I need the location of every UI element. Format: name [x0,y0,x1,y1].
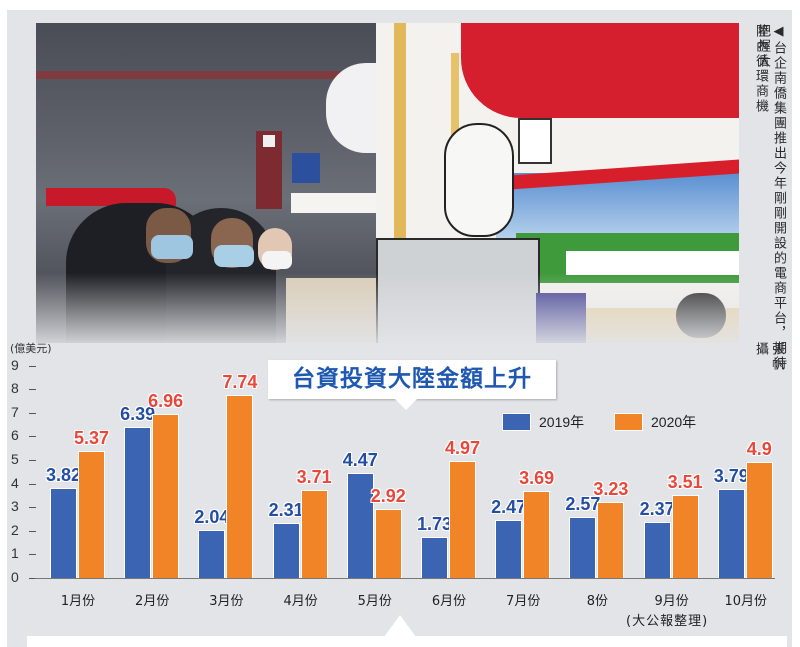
x-category-label: 6月份 [431,594,467,609]
legend-label-2020: 2020年 [651,414,697,430]
value-label-2019: 2.37 [639,499,675,520]
y-tick-mark [29,483,36,485]
value-label-2020: 5.37 [73,428,110,449]
y-tick-mark [29,530,36,532]
bar-2019 [346,472,374,578]
value-label-2019: 3.82 [45,464,82,485]
y-tick-label: 6 [11,427,19,444]
bar-2019 [272,523,300,578]
x-category-label: 10月份 [724,594,768,609]
bar-2019 [569,517,597,578]
value-label-2020: 3.69 [519,467,555,488]
bar-2019 [50,487,77,578]
title-pointer [395,399,417,410]
legend-item-2020: 2020年 [614,412,696,432]
legend-item-2019: 2019年 [502,412,584,432]
value-label-2019: 3.79 [713,465,749,486]
bar-2019 [643,522,671,578]
bar-2020 [449,460,476,578]
x-category-label: 1月份 [60,594,96,609]
bottom-text-box [27,636,787,647]
value-label-2019: 2.47 [491,496,527,517]
value-label-2020: 2.92 [370,486,406,507]
y-tick-label: 3 [11,498,19,515]
bar-2020 [152,413,180,578]
chart-title: 台資投資大陸金額上升 [292,366,532,392]
chart-title-box: 台資投資大陸金額上升 [268,360,556,399]
value-label-2019: 2.31 [268,500,304,521]
mascot-figure [444,123,514,237]
bar-2020 [523,490,551,578]
x-category-label: 2月份 [135,594,170,609]
bar-2019 [421,537,448,578]
y-tick-mark [29,412,36,414]
value-label-2019: 1.73 [416,514,453,535]
bottom-pointer [384,615,416,637]
y-tick-mark [29,578,36,579]
y-tick-label: 2 [11,521,19,538]
bar-2019 [495,519,523,578]
bar-2020 [597,501,625,578]
bar-2020 [300,490,328,578]
photo-credit: 張帆攝 [753,342,784,372]
y-tick-label: 1 [11,545,19,562]
legend-label-2019: 2019年 [539,414,585,430]
x-category-label: 3月份 [209,594,244,609]
bar-2020 [78,451,105,578]
qr-code-icon [518,118,552,164]
y-tick-label: 4 [11,474,19,491]
value-label-2019: 6.39 [120,404,156,425]
value-label-2019: 2.57 [565,494,601,515]
y-tick-mark [29,554,36,556]
y-tick-mark [29,389,36,391]
x-axis [35,578,775,579]
legend-swatch-2020 [614,413,643,431]
y-tick-label: 7 [11,403,19,420]
y-tick-label: 8 [11,380,19,397]
x-category-label: 9月份 [654,594,689,609]
y-axis-unit: (億美元) [10,342,52,355]
value-label-2020: 4.97 [444,437,481,458]
x-category-label: 7月份 [506,594,541,609]
bar-2020 [226,395,254,578]
bar-2019 [124,427,152,578]
expo-photo [36,23,739,343]
y-tick-label: 0 [11,569,19,585]
y-tick-label: 9 [11,356,19,373]
y-tick-mark [29,436,36,438]
caption-line-1: ◀台企南僑集團推出今年剛剛開設的電商平台，期待把握大 [755,24,786,371]
bar-2019 [198,529,226,578]
value-label-2020: 3.51 [667,472,703,493]
bar-2020 [745,462,773,578]
x-category-label: 4月份 [283,594,318,609]
legend-swatch-2019 [502,413,531,431]
bar-2019 [717,488,745,578]
value-label-2019: 2.04 [194,506,230,527]
bar-2020 [671,495,699,578]
caption-line-2: 陸內循環商機 [753,24,768,114]
bar-2020 [374,509,402,578]
y-tick-mark [29,507,36,509]
value-label-2019: 4.47 [342,449,378,470]
photo-caption: ◀台企南僑集團推出今年剛剛開設的電商平台，期待把握大 陸內循環商機 張帆攝 [746,24,792,384]
value-label-2020: 6.96 [148,390,184,411]
value-label-2020: 3.71 [296,467,332,488]
value-label-2020: 3.23 [593,478,629,499]
y-tick-mark [29,365,36,367]
y-tick-label: 5 [11,451,19,467]
value-label-2020: 7.74 [222,372,258,393]
x-category-label: 5月份 [357,594,392,609]
source-note: (大公報整理) [626,614,709,629]
value-label-2020: 4.9 [746,439,772,460]
y-tick-mark [29,460,36,461]
x-category-label: 8份 [586,594,609,609]
